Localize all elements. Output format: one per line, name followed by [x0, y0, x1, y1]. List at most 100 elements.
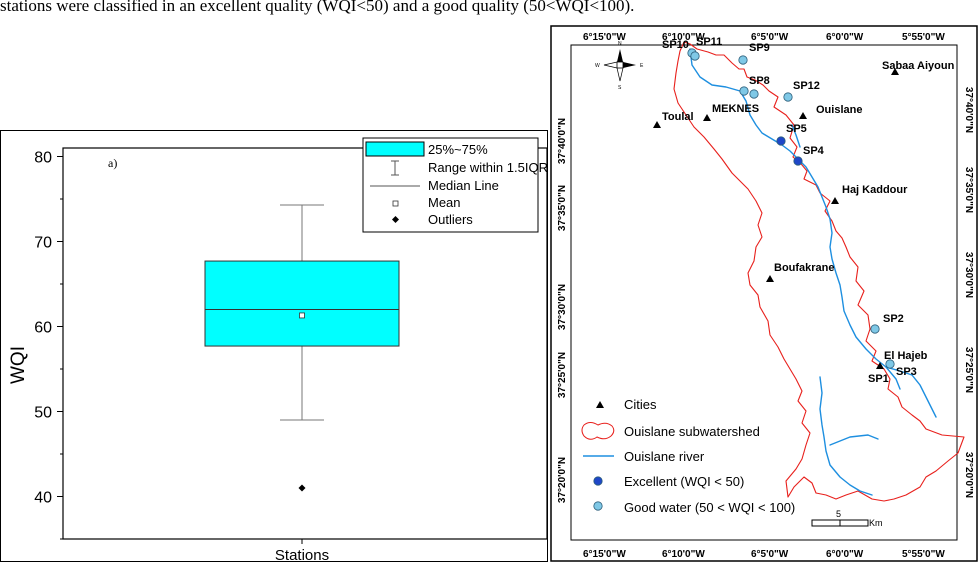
legend-cities-label: Cities: [624, 397, 657, 412]
legend-range-swatch: [391, 160, 399, 176]
watershed-map: 6°15'0"W 6°10'0"W 6°5'0"W 6°0'0"W 5°55'0…: [550, 25, 978, 562]
legend-range-label: Range within 1.5IQR: [428, 160, 548, 175]
bottom-tick-label: 5°55'0"W: [902, 549, 945, 560]
station-marker-good-icon: [749, 89, 759, 99]
station-marker-good-icon: [738, 55, 748, 65]
top-tick-label: 6°5'0"W: [751, 32, 789, 43]
box-plot-group: [204, 204, 400, 544]
legend-subwatershed-label: Ouislane subwatershed: [624, 424, 760, 439]
top-tick-label: 6°0'0"W: [826, 32, 864, 43]
legend-mean-swatch: [392, 200, 399, 207]
station-label: SP12: [793, 80, 820, 92]
legend-river-label: Ouislane river: [624, 449, 705, 464]
city-marker-icon: [703, 114, 711, 121]
y-tick-label: 50: [34, 405, 52, 422]
top-tick-label: 5°55'0"W: [902, 32, 945, 43]
station-marker-good-icon: [690, 51, 700, 61]
y-axis-label: WQI: [8, 346, 29, 384]
station-marker-good-icon: [783, 92, 793, 102]
y-tick-label: 60: [34, 320, 52, 337]
city-label: Sabaa Aiyoun: [882, 60, 955, 72]
station-marker-good-icon: [870, 324, 880, 334]
subwatershed-boundary: [673, 41, 965, 502]
panel-label: a): [108, 156, 117, 170]
station-label: SP3: [896, 366, 917, 378]
city-label: Toulal: [662, 111, 694, 123]
legend-median-label: Median Line: [428, 178, 499, 193]
left-tick-label: 37°30'0"N: [557, 284, 568, 330]
legend-outlier-label: Outliers: [428, 212, 473, 227]
legend-box-label: 25%~75%: [428, 142, 488, 157]
left-tick-label: 37°40'0"N: [557, 118, 568, 164]
city-label: Haj Kaddour: [842, 184, 908, 196]
station-marker-excellent-icon: [793, 156, 803, 166]
city-label: Ouislane: [816, 104, 862, 116]
legend-good-icon: [593, 501, 603, 511]
legend-excellent-icon: [593, 476, 603, 486]
left-tick-label: 37°35'0"N: [557, 185, 568, 231]
city-marker-icon: [831, 197, 839, 204]
station-label: SP10: [662, 39, 689, 51]
right-tick-label: 37°40'0"N: [963, 87, 974, 133]
city-marker-icon: [876, 362, 884, 369]
station-label: SP11: [696, 36, 722, 48]
box-plot-chart: a) WQI Stations 40 50 60 70 80 25%~75% Range…: [0, 130, 548, 562]
left-tick-label: 37°20'0"N: [557, 457, 568, 503]
bottom-tick-label: 6°5'0"W: [751, 549, 789, 560]
city-marker-icon: [799, 112, 807, 119]
city-label: MEKNES: [712, 103, 759, 115]
y-tick-label: 40: [34, 490, 52, 507]
city-label: El Hajeb: [884, 350, 928, 362]
right-tick-label: 37°30'0"N: [963, 252, 974, 298]
station-label: SP4: [803, 145, 825, 157]
station-label: SP9: [749, 42, 770, 54]
top-tick-label: 6°10'0"W: [662, 32, 705, 43]
figure-caption: stations were classified in an excellent…: [0, 0, 635, 15]
right-tick-label: 37°20'0"N: [963, 452, 974, 498]
legend-city-icon: [596, 401, 604, 408]
scale-bar-unit: Km: [869, 518, 883, 528]
legend-subwatershed-icon: [581, 422, 615, 440]
y-axis-ticks: 40 50 60 70 80: [34, 150, 63, 540]
city-marker-icon: [653, 121, 661, 128]
svg-text:W: W: [595, 63, 600, 69]
scale-bar: 5 Km: [811, 509, 883, 528]
station-marker-good-icon: [739, 86, 749, 96]
station-label: SP2: [883, 313, 904, 325]
legend-excellent-label: Excellent (WQI < 50): [624, 474, 744, 489]
station-label: SP1: [868, 373, 889, 385]
station-label: SP5: [786, 123, 807, 135]
mean-marker: [299, 312, 305, 319]
right-tick-label: 37°25'0"N: [963, 347, 974, 393]
city-label: Boufakrane: [774, 262, 835, 274]
station-marker-good-icon: [885, 359, 895, 369]
svg-text:S: S: [618, 85, 622, 91]
legend-good-label: Good water (50 < WQI < 100): [624, 500, 795, 515]
legend-box-swatch: [365, 141, 425, 157]
station-label: SP8: [749, 75, 770, 87]
bottom-tick-label: 6°0'0"W: [826, 549, 864, 560]
map-legend: Cities Ouislane subwatershed Ouislane ri…: [581, 397, 795, 515]
plot-area: [62, 147, 548, 540]
bottom-tick-label: 6°15'0"W: [583, 549, 626, 560]
station-marker-excellent-icon: [776, 136, 786, 146]
x-axis-label: Stations: [275, 547, 329, 562]
scale-bar-value: 5: [836, 509, 841, 519]
bottom-tick-label: 6°10'0"W: [662, 549, 705, 560]
svg-text:E: E: [640, 63, 644, 69]
ouislane-river: [689, 48, 937, 496]
legend-mean-label: Mean: [428, 195, 461, 210]
outlier-marker: [298, 484, 306, 492]
map-inner-frame: [570, 44, 958, 541]
right-tick-label: 37°35'0"N: [963, 167, 974, 213]
left-tick-label: 37°25'0"N: [557, 352, 568, 398]
iqr-box: [204, 260, 400, 347]
legend-outlier-swatch: [392, 216, 399, 223]
svg-text:N: N: [618, 41, 622, 47]
north-arrow-icon: N W E S: [595, 41, 644, 91]
map-outer-frame: [550, 25, 978, 562]
y-tick-label: 80: [34, 150, 52, 167]
city-marker-icon: [766, 275, 774, 282]
y-tick-label: 70: [34, 235, 52, 252]
chart-legend: 25%~75% Range within 1.5IQR Median Line …: [362, 137, 548, 233]
